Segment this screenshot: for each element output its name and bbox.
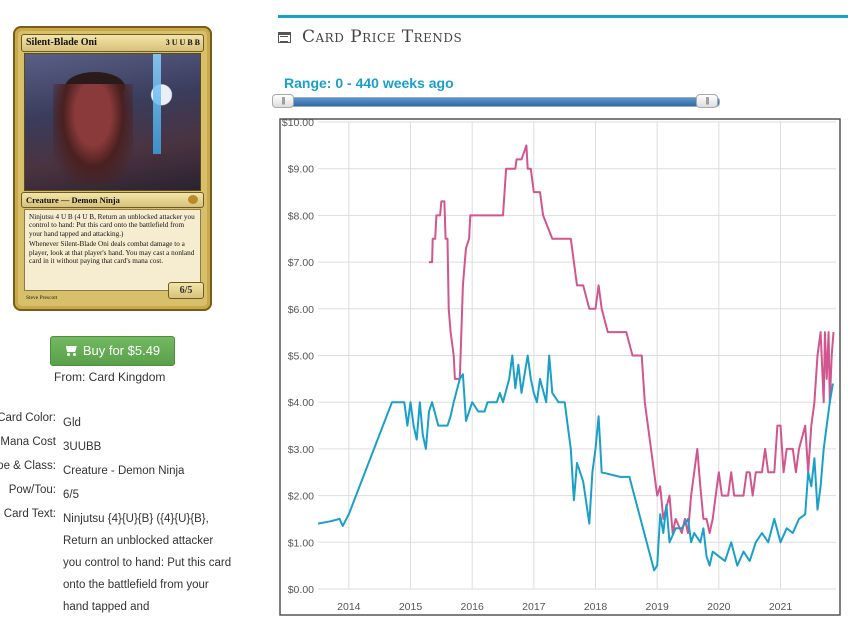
detail-value: Ninjutsu {4}{U}{B} ({4}{U}{B}, Return an… <box>63 513 232 613</box>
detail-value: 3UUBB <box>63 441 102 453</box>
panel-title: Card Price Trends <box>302 27 463 47</box>
detail-value: Creature - Demon Ninja <box>63 465 185 477</box>
card-image: Silent-Blade Oni 3 U U B B Creature — De… <box>13 26 212 311</box>
x-tick-label: 2015 <box>399 601 423 613</box>
detail-label: Type & Class: <box>0 460 56 472</box>
y-tick-label: $9.00 <box>288 164 314 176</box>
card-artist: Steve Prescott <box>26 295 58 301</box>
card-power-toughness: 6/5 <box>168 282 204 299</box>
art-light-beam <box>153 54 161 154</box>
set-symbol-icon <box>188 195 198 204</box>
cart-icon <box>65 346 78 356</box>
card-frame: Silent-Blade Oni 3 U U B B Creature — De… <box>18 31 207 306</box>
range-slider-handle-start[interactable] <box>272 94 294 108</box>
detail-value: 6/5 <box>63 489 79 501</box>
x-tick-label: 2019 <box>645 601 669 613</box>
x-tick-label: 2014 <box>337 601 361 613</box>
chart-frame <box>279 118 841 616</box>
range-label: Range: 0 - 440 weeks ago <box>284 75 454 91</box>
card-type-line: Creature — Demon Ninja <box>26 195 120 205</box>
card-name: Silent-Blade Oni <box>26 37 97 48</box>
range-slider-handle-end[interactable] <box>696 94 718 108</box>
card-rules-text-ninjutsu: Ninjutsu 4 U B (4 U B, Return an unblock… <box>29 213 195 238</box>
y-tick-label: $0.00 <box>288 584 314 596</box>
x-tick-label: 2018 <box>584 601 608 613</box>
x-tick-label: 2017 <box>522 601 546 613</box>
chart-grid <box>318 121 836 590</box>
buy-source: From: Card Kingdom <box>54 370 166 384</box>
card-mana-cost: 3 U U B B <box>165 38 200 47</box>
range-slider-track[interactable] <box>272 97 720 107</box>
detail-label: Mana Cost <box>0 436 56 448</box>
calendar-icon <box>278 32 291 43</box>
card-rules-text: Ninjutsu 4 U B (4 U B, Return an unblock… <box>24 209 201 291</box>
buy-button-label: Buy for $5.49 <box>82 343 161 358</box>
x-tick-label: 2021 <box>769 601 793 613</box>
y-tick-label: $7.00 <box>288 257 314 269</box>
detail-label: Card Text: <box>3 508 56 520</box>
y-tick-label: $2.00 <box>288 491 314 503</box>
card-art-picture <box>24 53 201 191</box>
chart-x-ticks: 2014 2015 2016 2017 2018 2019 2020 2021 <box>337 601 792 613</box>
x-tick-label: 2016 <box>460 601 484 613</box>
card-type-bar: Creature — Demon Ninja <box>21 192 204 208</box>
chart-series <box>317 144 835 572</box>
y-tick-label: $4.00 <box>288 397 314 409</box>
y-tick-label: $3.00 <box>288 444 314 456</box>
y-tick-label: $1.00 <box>288 537 314 549</box>
card-name-bar: Silent-Blade Oni 3 U U B B <box>21 34 204 52</box>
art-figure <box>53 84 133 184</box>
buy-button[interactable]: Buy for $5.49 <box>50 336 175 366</box>
y-tick-label: $8.00 <box>288 210 314 222</box>
detail-label: Card Color: <box>0 412 56 424</box>
price-chart: $0.00 $1.00 $2.00 $3.00 $4.00 $5.00 $6.00 $7.00… <box>279 117 841 616</box>
series-line-2 <box>317 354 834 572</box>
detail-label: Pow/Tou: <box>8 484 56 496</box>
panel-top-rule <box>278 15 848 18</box>
x-tick-label: 2020 <box>707 601 731 613</box>
y-tick-label: $10.00 <box>282 117 314 129</box>
y-tick-label: $5.00 <box>288 351 314 363</box>
y-tick-label: $6.00 <box>288 304 314 316</box>
chart-y-ticks: $0.00 $1.00 $2.00 $3.00 $4.00 $5.00 $6.00 $7.00… <box>282 117 314 596</box>
detail-value: Gld <box>63 417 81 429</box>
card-rules-text-trigger: Whenever Silent-Blade Oni deals combat d… <box>29 240 195 266</box>
